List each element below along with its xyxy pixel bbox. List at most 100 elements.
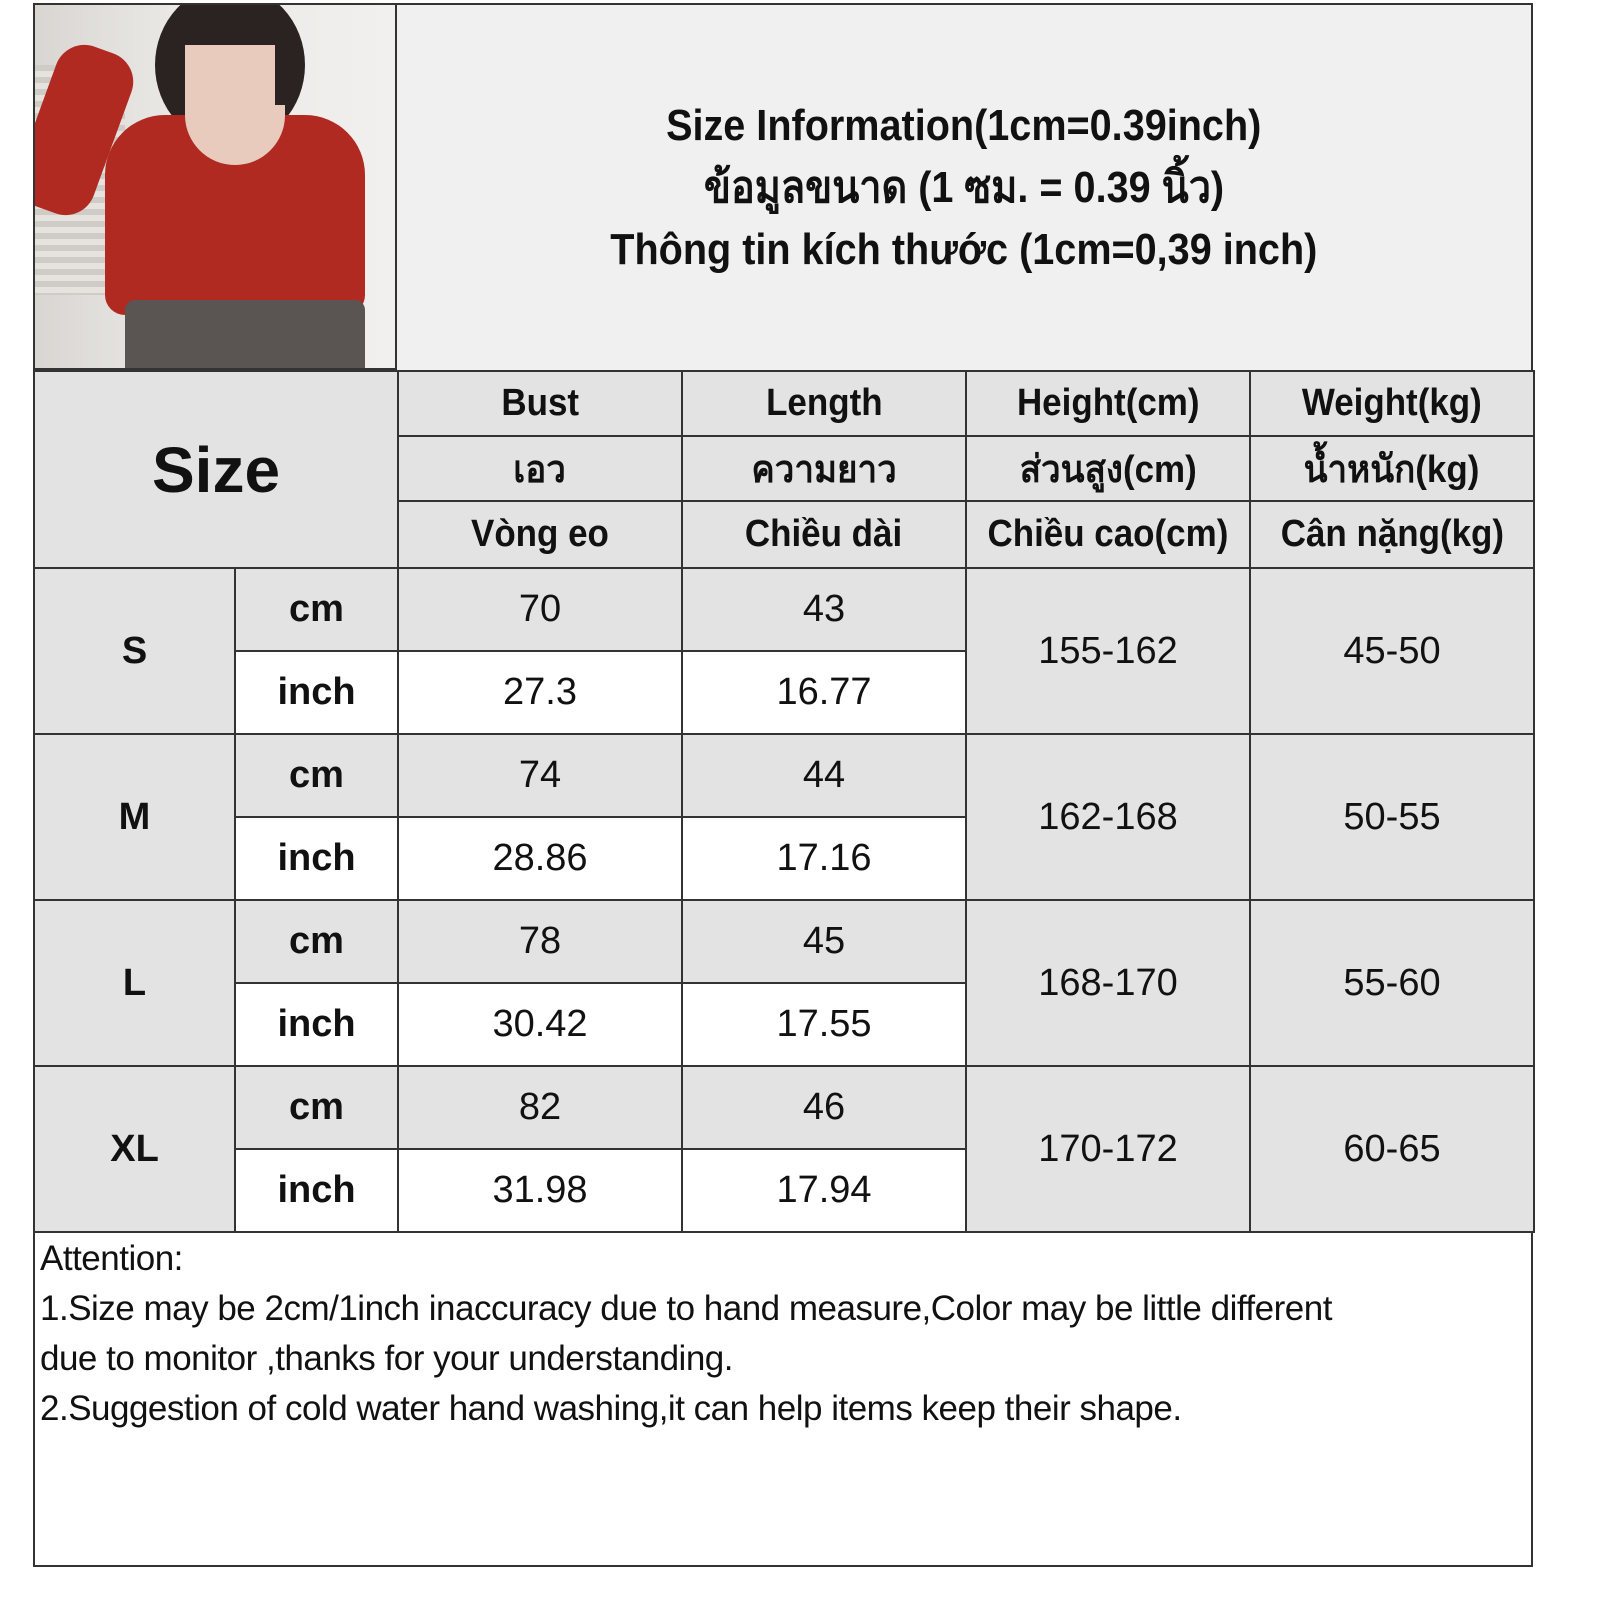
column-header: Chiều cao(cm): [965, 500, 1251, 569]
column-header-text: ส่วนสูง(cm): [1019, 449, 1197, 491]
column-header-text: Chiều dài: [745, 513, 903, 555]
size-cell: M: [33, 733, 236, 901]
size-header: Size: [33, 370, 399, 569]
value-cell-inch: 17.16: [681, 816, 967, 901]
value-cell-inch-text: 17.16: [776, 837, 872, 879]
value-cell-cm-text: 46: [802, 1086, 846, 1128]
column-header: Height(cm): [965, 370, 1251, 437]
column-header-text: Height(cm): [1016, 382, 1200, 424]
column-header-text: ความยาว: [751, 449, 897, 491]
column-header-text: Weight(kg): [1302, 382, 1482, 424]
weight-cell: 60-65: [1249, 1065, 1535, 1233]
value-cell-inch-text: 17.94: [776, 1169, 872, 1211]
value-cell-inch-text: 27.3: [503, 671, 577, 713]
unit-cell-cm: cm: [234, 899, 399, 984]
column-header-text: Bust: [501, 382, 579, 424]
value-cell-cm: 74: [397, 733, 683, 818]
size-cell: XL: [33, 1065, 236, 1233]
value-cell-inch: 27.3: [397, 650, 683, 735]
unit-cell-cm: cm: [234, 1065, 399, 1150]
title-th: ข้อมูลขนาด (1 ซม. = 0.39 นิ้ว): [703, 162, 1225, 212]
value-cell-cm-text: 78: [518, 920, 562, 962]
column-header: Vòng eo: [397, 500, 683, 569]
attention-title: Attention:: [40, 1239, 183, 1278]
weight-cell: 45-50: [1249, 567, 1535, 735]
column-header-text: Vòng eo: [471, 513, 609, 555]
size-header-text: Size: [151, 433, 281, 506]
size-cell-text: S: [121, 629, 148, 672]
value-cell-inch: 30.42: [397, 982, 683, 1067]
value-cell-inch: 17.94: [681, 1148, 967, 1233]
height-cell: 162-168: [965, 733, 1251, 901]
size-cell: L: [33, 899, 236, 1067]
column-header-text: น้ำหนัก(kg): [1304, 449, 1480, 491]
attention-notes: Attention: 1.Size may be 2cm/1inch inacc…: [40, 1234, 1530, 1434]
column-header-text: Cân nặng(kg): [1280, 513, 1504, 555]
value-cell-cm-text: 44: [802, 754, 846, 796]
value-cell-inch: 16.77: [681, 650, 967, 735]
unit-cell-cm: cm: [234, 733, 399, 818]
value-cell-cm: 82: [397, 1065, 683, 1150]
column-header-text: เอว: [513, 449, 567, 491]
model-face: [185, 45, 275, 155]
column-header: Weight(kg): [1249, 370, 1535, 437]
height-cell: 168-170: [965, 899, 1251, 1067]
attention-line: due to monitor ,thanks for your understa…: [40, 1339, 733, 1378]
weight-cell-text: 50-55: [1343, 795, 1441, 838]
column-header-text: Length: [765, 382, 883, 424]
value-cell-inch: 31.98: [397, 1148, 683, 1233]
value-cell-cm: 43: [681, 567, 967, 652]
unit-cell-inch-text: inch: [277, 1169, 356, 1211]
unit-cell-cm-text: cm: [289, 588, 344, 630]
value-cell-cm: 45: [681, 899, 967, 984]
value-cell-cm: 44: [681, 733, 967, 818]
weight-cell-text: 60-65: [1343, 1127, 1441, 1170]
value-cell-inch-text: 17.55: [776, 1003, 872, 1045]
value-cell-cm-text: 70: [518, 588, 562, 630]
weight-cell: 50-55: [1249, 733, 1535, 901]
unit-cell-inch-text: inch: [277, 837, 356, 879]
title-en: Size Information(1cm=0.39inch): [666, 100, 1262, 150]
unit-cell-inch: inch: [234, 982, 399, 1067]
column-header: น้ำหนัก(kg): [1249, 435, 1535, 502]
value-cell-inch-text: 16.77: [776, 671, 872, 713]
unit-cell-cm-text: cm: [289, 920, 344, 962]
grey-pants: [125, 300, 365, 368]
height-cell-text: 168-170: [1038, 961, 1178, 1004]
value-cell-inch-text: 30.42: [492, 1003, 588, 1045]
height-cell: 170-172: [965, 1065, 1251, 1233]
column-header: Cân nặng(kg): [1249, 500, 1535, 569]
value-cell-inch: 28.86: [397, 816, 683, 901]
title-vi: Thông tin kích thước (1cm=0,39 inch): [610, 224, 1318, 274]
value-cell-inch: 17.55: [681, 982, 967, 1067]
value-cell-cm-text: 43: [802, 588, 846, 630]
value-cell-cm-text: 82: [518, 1086, 562, 1128]
attention-line: 2.Suggestion of cold water hand washing,…: [40, 1389, 1182, 1428]
size-cell-text: L: [122, 961, 147, 1004]
size-cell: S: [33, 567, 236, 735]
unit-cell-inch: inch: [234, 816, 399, 901]
weight-cell-text: 45-50: [1343, 629, 1441, 672]
column-header: Chiều dài: [681, 500, 967, 569]
size-cell-text: M: [118, 795, 151, 838]
column-header: เอว: [397, 435, 683, 502]
height-cell: 155-162: [965, 567, 1251, 735]
weight-cell: 55-60: [1249, 899, 1535, 1067]
value-cell-cm-text: 74: [518, 754, 562, 796]
column-header: Length: [681, 370, 967, 437]
value-cell-cm: 46: [681, 1065, 967, 1150]
value-cell-cm: 78: [397, 899, 683, 984]
attention-line: 1.Size may be 2cm/1inch inaccuracy due t…: [40, 1289, 1332, 1328]
product-photo: [35, 5, 397, 370]
column-header-text: Chiều cao(cm): [987, 513, 1229, 555]
value-cell-cm: 70: [397, 567, 683, 652]
unit-cell-cm: cm: [234, 567, 399, 652]
unit-cell-cm-text: cm: [289, 754, 344, 796]
height-cell-text: 155-162: [1038, 629, 1178, 672]
unit-cell-inch: inch: [234, 1148, 399, 1233]
height-cell-text: 170-172: [1038, 1127, 1178, 1170]
value-cell-cm-text: 45: [802, 920, 846, 962]
value-cell-inch-text: 31.98: [492, 1169, 588, 1211]
unit-cell-inch: inch: [234, 650, 399, 735]
unit-cell-cm-text: cm: [289, 1086, 344, 1128]
